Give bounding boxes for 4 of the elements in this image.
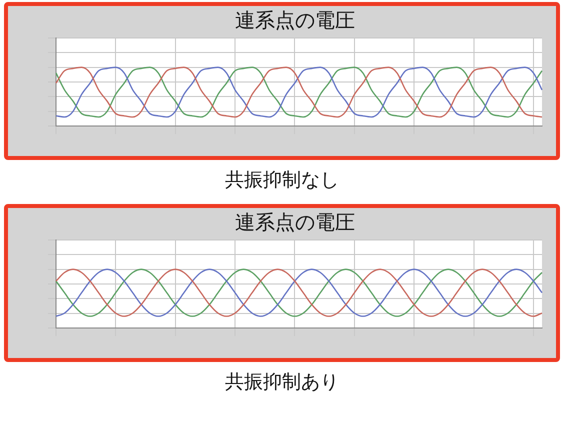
chart-title: 連系点の電圧	[235, 8, 355, 32]
text: 共振抑制あり	[224, 370, 340, 395]
chart-title: 連系点の電圧	[235, 210, 355, 234]
text: 共振抑制なし	[224, 168, 340, 193]
